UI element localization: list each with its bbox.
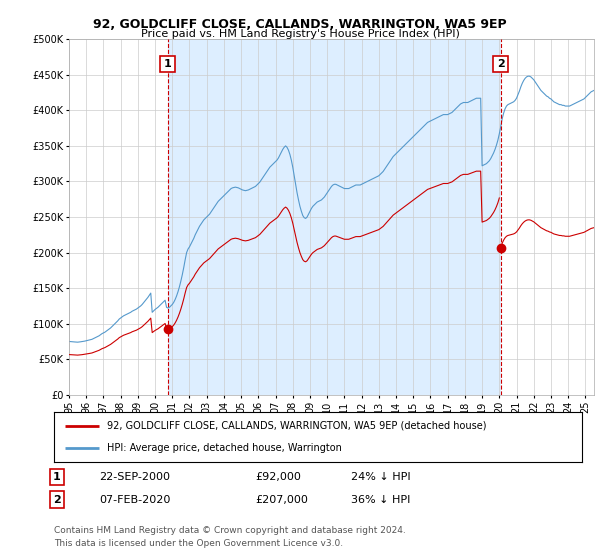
Text: 07-FEB-2020: 07-FEB-2020	[99, 494, 170, 505]
Text: 92, GOLDCLIFF CLOSE, CALLANDS, WARRINGTON, WA5 9EP (detached house): 92, GOLDCLIFF CLOSE, CALLANDS, WARRINGTO…	[107, 421, 487, 431]
Text: 1: 1	[164, 59, 172, 69]
Text: 22-SEP-2000: 22-SEP-2000	[99, 472, 170, 482]
Text: Price paid vs. HM Land Registry's House Price Index (HPI): Price paid vs. HM Land Registry's House …	[140, 29, 460, 39]
Text: £207,000: £207,000	[255, 494, 308, 505]
Text: Contains HM Land Registry data © Crown copyright and database right 2024.: Contains HM Land Registry data © Crown c…	[54, 526, 406, 535]
Bar	[167, 39, 501, 395]
Text: 1: 1	[53, 472, 61, 482]
Text: 2: 2	[497, 59, 505, 69]
Text: 24% ↓ HPI: 24% ↓ HPI	[351, 472, 410, 482]
Text: £92,000: £92,000	[255, 472, 301, 482]
Text: 92, GOLDCLIFF CLOSE, CALLANDS, WARRINGTON, WA5 9EP: 92, GOLDCLIFF CLOSE, CALLANDS, WARRINGTO…	[93, 18, 507, 31]
Text: HPI: Average price, detached house, Warrington: HPI: Average price, detached house, Warr…	[107, 443, 341, 453]
Text: 2: 2	[53, 494, 61, 505]
Text: 36% ↓ HPI: 36% ↓ HPI	[351, 494, 410, 505]
Text: This data is licensed under the Open Government Licence v3.0.: This data is licensed under the Open Gov…	[54, 539, 343, 548]
